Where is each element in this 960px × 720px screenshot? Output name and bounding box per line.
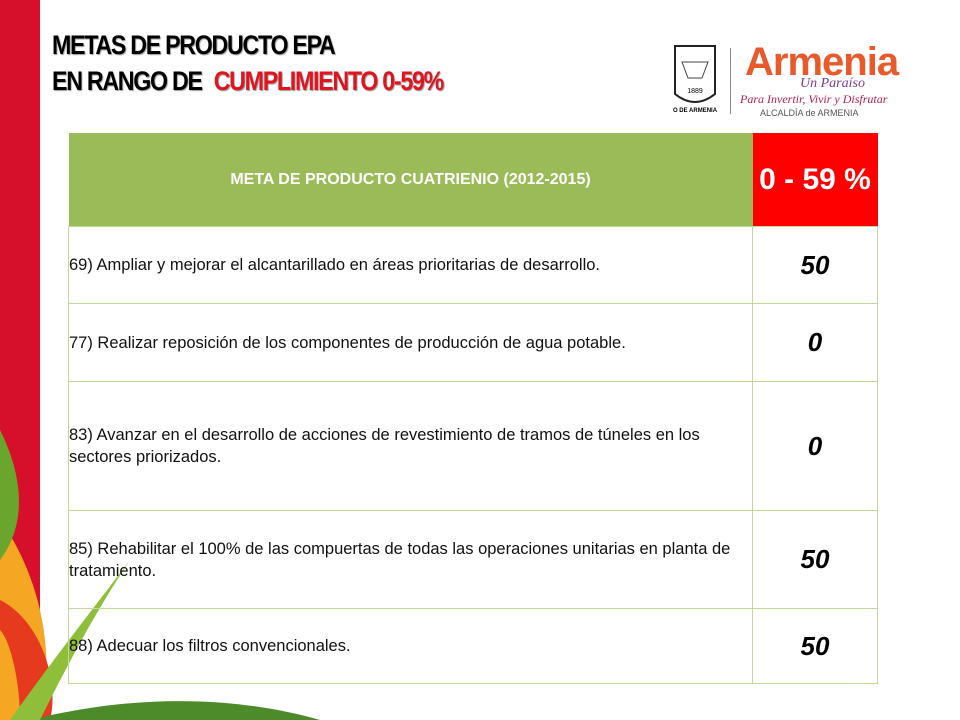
office: ALCALDÍA de ARMENIA (760, 108, 859, 118)
subtitle-prefix: EN RANGO DE (52, 66, 203, 96)
seal: 1889 O DE ARMENIA (673, 45, 718, 114)
progress-cell: 50 (752, 608, 878, 684)
row: 83) Avanzar en el desarrollo de acciones… (68, 381, 878, 511)
progress-cell: 50 (752, 226, 878, 304)
row: 88) Adecuar los filtros convencionales. 5… (68, 608, 878, 684)
progress-cell: 0 (752, 303, 878, 382)
brand: Armenia (745, 40, 899, 84)
title: METAS DE PRODUCTO EPA (52, 30, 336, 60)
row: 69) Ampliar y mejorar el alcantarillado … (68, 226, 878, 304)
slogan: Para Invertir, Vivir y Disfrutar (740, 92, 888, 106)
subtitle: EN RANGO DE CUMPLIMIENTO 0-59% (52, 66, 445, 97)
header-cell: META DE PRODUCTO CUATRIENIO (2012-2015) (68, 133, 753, 227)
subtitle-highlight: CUMPLIMIENTO 0-59% (213, 66, 445, 96)
goal-cell: 69) Ampliar y mejorar el alcantarillado … (68, 226, 753, 304)
header-cell: 0 - 59 % (752, 133, 878, 227)
seal-year: 1889 (687, 88, 703, 95)
seal-caption: O DE ARMENIA (673, 108, 718, 114)
progress-cell: 0 (752, 381, 878, 511)
goal-cell: 85) Rehabilitar el 100% de las compuerta… (68, 510, 753, 609)
goal-cell: 88) Adecuar los filtros convencionales. (68, 608, 753, 684)
divider (730, 48, 731, 114)
goal-cell: 83) Avanzar en el desarrollo de acciones… (68, 381, 753, 511)
goal-cell: 77) Realizar reposición de los component… (68, 303, 753, 382)
progress-cell: 50 (752, 510, 878, 609)
goals-table: META DE PRODUCTO CUATRIENIO (2012-2015) … (68, 133, 878, 684)
tagline: Un Paraíso (800, 76, 865, 91)
row: 85) Rehabilitar el 100% de las compuerta… (68, 510, 878, 609)
row: 77) Realizar reposición de los component… (68, 303, 878, 382)
